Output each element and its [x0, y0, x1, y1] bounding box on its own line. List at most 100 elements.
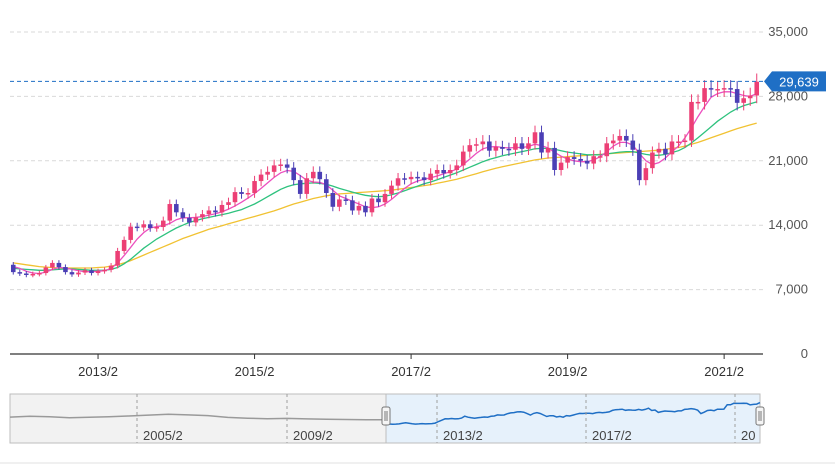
candlestick	[17, 269, 23, 276]
candlestick	[460, 145, 466, 172]
candle-body	[519, 143, 525, 149]
candlestick	[37, 270, 42, 277]
y-axis-tick-labels: 35,000 28,000 21,000 14,000 7,000 0	[768, 24, 808, 361]
candle-body	[350, 200, 355, 211]
candlestick	[754, 73, 760, 104]
candlestick	[258, 169, 264, 187]
candle-body	[441, 170, 446, 174]
candlestick	[343, 194, 349, 205]
candle-body	[102, 269, 107, 272]
navigator-left-handle[interactable]	[381, 406, 391, 426]
candlestick	[284, 158, 290, 174]
candle-body	[232, 192, 238, 203]
candlestick	[408, 171, 414, 185]
y-tick-label: 14,000	[768, 217, 808, 232]
candle-body	[650, 152, 655, 169]
candle-body	[415, 176, 420, 179]
candle-body	[591, 156, 596, 164]
candlestick	[232, 187, 238, 207]
candlestick	[167, 199, 173, 225]
candle-body	[663, 148, 668, 155]
candlestick	[630, 134, 636, 156]
candlestick	[102, 267, 107, 274]
navigator-right-handle[interactable]	[755, 406, 765, 426]
x-tick-label: 2019/2	[548, 364, 588, 379]
candlestick	[747, 87, 753, 106]
candle-body	[304, 178, 310, 194]
candle-body	[604, 143, 610, 157]
candle-body	[95, 271, 101, 274]
candle-body	[389, 185, 394, 194]
candle-body	[382, 193, 388, 203]
candle-body	[82, 270, 88, 273]
candle-body	[610, 140, 616, 144]
candlestick	[637, 143, 642, 186]
candlestick	[271, 159, 277, 178]
candle-body	[310, 171, 316, 179]
candle-body	[226, 202, 231, 205]
candlestick	[304, 173, 310, 199]
candle-body	[200, 214, 205, 218]
candlestick	[193, 213, 199, 227]
candlestick	[43, 264, 49, 276]
candle-body	[76, 272, 81, 275]
candlestick	[317, 166, 323, 185]
candlestick	[682, 134, 688, 148]
candlestick	[265, 166, 270, 180]
candle-body	[180, 212, 186, 218]
y-tick-label: 35,000	[768, 24, 808, 39]
candle-body	[558, 162, 564, 170]
navigator-panel[interactable]: 2005/2 2009/2 2013/2 2017/2 20	[0, 393, 835, 464]
candlestick	[669, 135, 675, 161]
candlestick	[382, 189, 388, 207]
y-tick-label: 21,000	[768, 153, 808, 168]
candlestick	[604, 136, 610, 163]
candlestick	[213, 206, 218, 217]
candlestick	[389, 180, 394, 199]
candle-body	[669, 141, 675, 155]
candle-body	[493, 147, 499, 151]
candlestick	[493, 140, 499, 157]
candlestick	[708, 80, 714, 97]
navigator-selected-line	[385, 401, 761, 425]
candlestick	[134, 222, 140, 232]
candle-body	[37, 273, 42, 275]
candlestick	[506, 142, 512, 156]
candle-body	[278, 164, 283, 166]
candlestick	[350, 195, 355, 215]
candle-body	[480, 141, 486, 145]
candle-body	[356, 205, 362, 211]
candlestick	[617, 129, 623, 147]
candlestick	[500, 140, 505, 155]
candlestick	[663, 142, 668, 161]
candlestick	[121, 236, 127, 255]
candle-body	[728, 88, 733, 90]
candlestick	[558, 156, 564, 176]
candle-body	[369, 198, 375, 213]
candlestick	[56, 260, 62, 270]
candlestick	[532, 125, 538, 150]
candle-body	[56, 262, 62, 268]
candlestick	[545, 141, 551, 159]
navigator-tick-label: 2013/2	[443, 428, 483, 443]
candle-body	[402, 178, 407, 180]
navigator-tick-label: 2017/2	[592, 428, 632, 443]
grid-lines	[10, 31, 763, 355]
candlestick	[128, 222, 133, 244]
candle-body	[682, 140, 688, 143]
candlestick	[715, 81, 720, 97]
candle-body	[24, 273, 29, 275]
candlestick	[239, 187, 244, 199]
current-price-marker: 29,639	[10, 71, 826, 92]
navigator-tick-label: 2005/2	[143, 428, 183, 443]
candlestick	[421, 172, 427, 186]
candlestick	[141, 220, 146, 232]
candle-body	[337, 199, 342, 207]
candlestick	[200, 209, 205, 222]
candlestick	[115, 247, 120, 269]
candlestick	[154, 223, 160, 232]
candle-body	[460, 151, 466, 166]
candle-body	[284, 164, 290, 168]
candle-body	[343, 199, 349, 201]
